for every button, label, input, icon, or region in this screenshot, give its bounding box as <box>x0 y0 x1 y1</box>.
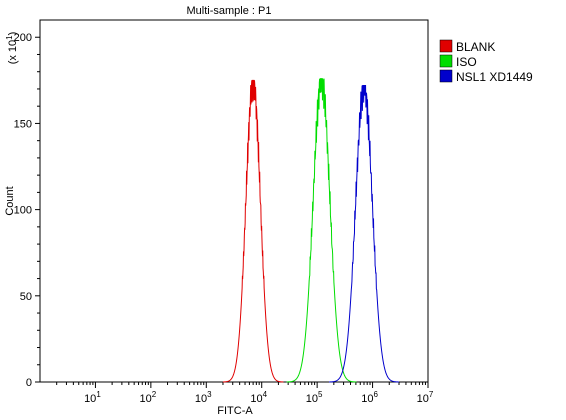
plot-frame <box>39 19 429 383</box>
legend-label: NSL1 XD1449 <box>456 70 533 84</box>
y-multiplier-suffix: ) <box>7 32 19 36</box>
x-tick-label: 101 <box>84 390 101 405</box>
y-axis-title: Count <box>4 186 16 215</box>
x-tick-label: 107 <box>417 390 434 405</box>
y-multiplier-exponent: 1 <box>5 35 14 40</box>
legend-swatch <box>439 39 453 53</box>
legend-label: BLANK <box>456 40 495 54</box>
series-curve <box>286 78 357 383</box>
y-tick-label: 0 <box>26 377 32 389</box>
legend-swatch <box>439 54 453 68</box>
y-tick-label: 50 <box>20 291 32 303</box>
chart-title: Multi-sample : P1 <box>187 5 272 17</box>
x-tick-label: 103 <box>195 390 212 405</box>
x-tick-label: 102 <box>140 390 157 405</box>
y-tick-label: 100 <box>14 205 32 217</box>
x-tick-label: 106 <box>361 390 378 405</box>
y-tick-label: 150 <box>14 118 32 130</box>
x-axis-ticks: 101 102 103 104 105 106 107 <box>56 382 434 405</box>
series-curve <box>329 85 399 383</box>
x-tick-label: 105 <box>306 390 323 405</box>
legend-label: ISO <box>456 55 477 69</box>
y-axis-multiplier: (x 101) <box>5 32 19 65</box>
series-layer <box>222 78 399 383</box>
y-axis-ticks: 0 50 100 150 200 <box>14 32 40 389</box>
x-axis-title: FITC-A <box>217 405 253 417</box>
legend-swatch <box>439 69 453 83</box>
x-tick-label: 104 <box>250 390 267 405</box>
y-multiplier-prefix: (x 10 <box>7 40 19 64</box>
y-tick-label: 200 <box>14 32 32 44</box>
series-curve <box>222 79 284 383</box>
